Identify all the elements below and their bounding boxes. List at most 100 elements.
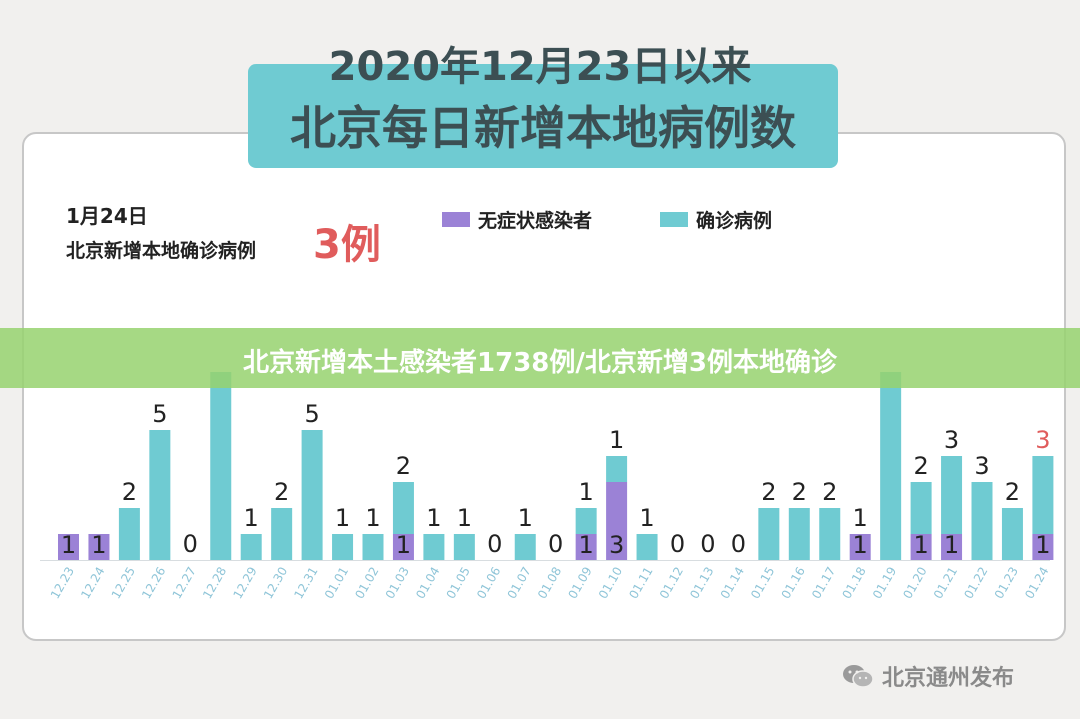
bar-confirmed <box>758 508 780 560</box>
data-label-asymptomatic: 1 <box>91 531 106 559</box>
data-label-asymptomatic: 1 <box>396 531 411 559</box>
data-label-total: 2 <box>822 478 837 506</box>
data-label-total: 1 <box>457 504 472 532</box>
watermark-text: 北京通州发布 <box>882 666 1015 691</box>
x-tick-label: 01.07 <box>505 565 534 602</box>
data-label-total: 0 <box>670 530 685 558</box>
x-tick-label: 12.29 <box>230 565 259 602</box>
data-label-total: 0 <box>487 530 502 558</box>
x-tick-label: 01.22 <box>961 565 990 602</box>
x-tick-label: 12.23 <box>48 565 77 602</box>
bar-asymptomatic <box>849 534 871 560</box>
data-label-asymptomatic: 1 <box>579 531 594 559</box>
data-label-asymptomatic: 3 <box>609 531 624 559</box>
chart-title: 北京每日新增本地病例数 <box>290 101 796 155</box>
x-tick-label: 01.10 <box>596 565 625 602</box>
x-tick-label: 01.06 <box>474 565 503 602</box>
data-label-total: 2 <box>792 478 807 506</box>
bar-confirmed <box>271 508 293 560</box>
data-label-total: 2 <box>122 478 137 506</box>
bar-asymptomatic <box>88 534 110 560</box>
data-label-total: 0 <box>700 530 715 558</box>
bar-asymptomatic <box>58 534 79 560</box>
legend-swatch-asymptomatic <box>442 212 470 227</box>
x-tick-label: 12.26 <box>139 565 168 602</box>
data-label-total: 1 <box>365 504 380 532</box>
bar-asymptomatic <box>910 534 932 560</box>
bar-confirmed <box>910 482 932 534</box>
bar-confirmed <box>819 508 841 560</box>
bar-asymptomatic <box>392 534 414 560</box>
bar-confirmed <box>118 508 140 560</box>
legend-label-confirmed: 确诊病例 <box>696 210 773 232</box>
x-tick-label: 01.20 <box>900 565 929 602</box>
data-label-total: 2 <box>274 478 289 506</box>
x-tick-label: 01.14 <box>718 565 747 602</box>
x-tick-label: 01.02 <box>352 565 381 602</box>
bar-confirmed <box>453 534 475 560</box>
data-label-total: 1 <box>853 504 868 532</box>
x-tick-label: 01.16 <box>779 565 808 602</box>
x-tick-label: 01.03 <box>383 565 412 602</box>
x-tick-label: 01.12 <box>657 565 686 602</box>
bar-confirmed <box>514 534 536 560</box>
x-tick-label: 12.30 <box>261 565 290 602</box>
x-tick-label: 01.13 <box>687 565 716 602</box>
data-label-total: 2 <box>396 452 411 480</box>
x-tick-label: 12.25 <box>109 565 138 602</box>
data-label-asymptomatic: 1 <box>1035 531 1050 559</box>
bar-confirmed <box>971 482 993 560</box>
data-label-total: 1 <box>609 426 624 454</box>
data-label-total: 0 <box>548 530 563 558</box>
data-label-total: 1 <box>426 504 441 532</box>
x-tick-label: 01.15 <box>748 565 777 602</box>
data-label-total: 3 <box>1035 426 1050 454</box>
data-label-asymptomatic: 1 <box>61 531 76 559</box>
data-label-total: 5 <box>152 400 167 428</box>
bar-confirmed <box>210 372 232 560</box>
data-label-total: 1 <box>639 504 654 532</box>
summary-value: 3例 <box>313 222 381 268</box>
bar-confirmed <box>392 482 414 534</box>
bar-confirmed <box>575 508 597 534</box>
x-tick-label: 01.09 <box>565 565 594 602</box>
data-label-asymptomatic: 1 <box>853 531 868 559</box>
x-tick-label: 01.23 <box>992 564 1021 601</box>
data-label-total: 2 <box>1005 478 1020 506</box>
data-label-total: 3 <box>944 426 959 454</box>
bar-asymptomatic <box>575 534 597 560</box>
bar-confirmed <box>606 456 628 482</box>
data-label-total: 1 <box>335 504 350 532</box>
x-tick-label: 01.01 <box>322 565 351 602</box>
legend-asymptomatic: 无症状感染者 <box>442 206 592 233</box>
summary-date: 1月24日 <box>66 204 148 228</box>
data-label-total: 5 <box>304 400 319 428</box>
bar-confirmed <box>788 508 810 560</box>
x-tick-label: 01.11 <box>626 565 655 602</box>
bar-confirmed <box>880 372 902 560</box>
x-tick-label: 12.24 <box>78 565 107 602</box>
bar-confirmed <box>362 534 384 560</box>
bar-asymptomatic <box>941 534 963 560</box>
x-tick-label: 01.21 <box>931 565 960 602</box>
bar-asymptomatic <box>1032 534 1054 560</box>
bar-confirmed <box>1032 456 1054 534</box>
bar-confirmed <box>941 456 963 534</box>
bar-confirmed <box>149 430 171 560</box>
data-label-total: 3 <box>974 452 989 480</box>
data-label-asymptomatic: 1 <box>944 531 959 559</box>
bar-confirmed <box>423 534 445 560</box>
summary-label: 北京新增本地确诊病例 <box>66 240 257 262</box>
legend-label-asymptomatic: 无症状感染者 <box>478 210 593 232</box>
x-tick-label: 01.19 <box>870 565 899 602</box>
bar-asymptomatic <box>606 482 628 560</box>
x-tick-label: 01.04 <box>413 565 442 602</box>
data-label-total: 1 <box>579 478 594 506</box>
bar-confirmed <box>240 534 262 560</box>
bar-confirmed <box>1001 508 1023 560</box>
legend-confirmed: 确诊病例 <box>660 206 772 233</box>
x-tick-label: 01.05 <box>444 565 473 602</box>
banner-text: 北京新增本土感染者1738例/北京新增3例本地确诊 <box>243 348 837 378</box>
data-label-total: 2 <box>913 452 928 480</box>
data-label-asymptomatic: 1 <box>913 531 928 559</box>
